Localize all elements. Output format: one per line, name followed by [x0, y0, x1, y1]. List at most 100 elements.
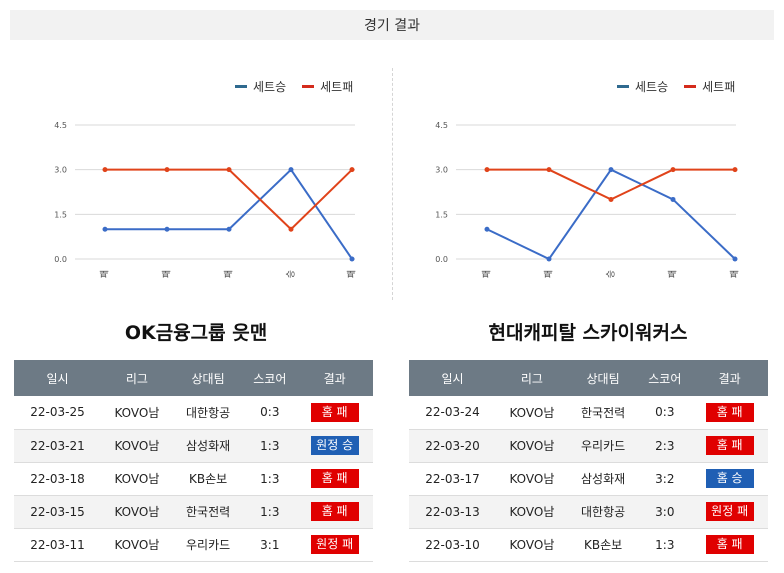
league-cell: KOVO남	[101, 429, 173, 463]
panel-divider	[392, 68, 393, 300]
score-cell: 1:3	[243, 429, 297, 463]
score-cell: 0:3	[638, 396, 692, 430]
result-cell: 홈 승	[691, 462, 768, 496]
legend-item-set-loss: 세트패	[684, 78, 735, 95]
x-tick-label: 패	[730, 270, 741, 278]
score-cell: 0:3	[243, 396, 297, 430]
date-cell: 22-03-25	[14, 396, 102, 430]
col-header-league: 리그	[496, 360, 568, 396]
point-set-win	[546, 256, 552, 262]
league-cell: KOVO남	[101, 396, 173, 430]
legend-swatch-icon	[684, 85, 697, 88]
team-name: OK금융그룹 읏맨	[124, 322, 268, 344]
x-tick-label: 패	[544, 270, 555, 278]
date-cell: 22-03-10	[409, 528, 497, 562]
table-row: 22-03-17 KOVO남 삼성화재 3:2 홈 승	[409, 462, 768, 496]
point-set-win	[484, 226, 490, 232]
legend-item-set-win: 세트승	[617, 78, 668, 95]
table-row: 22-03-13 KOVO남 대한항공 3:0 원정 패	[409, 495, 768, 529]
chart-legend: 세트승 세트패	[235, 78, 353, 95]
table-row: 22-03-21 KOVO남 삼성화재 1:3 원정 승	[14, 429, 373, 463]
result-cell: 홈 패	[691, 429, 768, 463]
date-cell: 22-03-24	[409, 396, 497, 430]
league-cell: KOVO남	[101, 495, 173, 529]
opponent-cell: KB손보	[172, 462, 244, 496]
point-set-win	[226, 226, 232, 232]
result-cell: 홈 패	[296, 462, 373, 496]
table-row: 22-03-11 KOVO남 우리카드 3:1 원정 패	[14, 528, 373, 562]
team-name: 현대캐피탈 스카이워커스	[488, 322, 688, 344]
col-header-result: 결과	[296, 360, 373, 396]
result-cell: 홈 패	[691, 396, 768, 430]
y-tick-label: 0.0	[54, 255, 67, 264]
col-header-date: 일시	[409, 360, 497, 396]
table-row: 22-03-18 KOVO남 KB손보 1:3 홈 패	[14, 462, 373, 496]
point-set-loss	[608, 196, 614, 202]
score-cell: 1:3	[243, 495, 297, 529]
date-cell: 22-03-20	[409, 429, 497, 463]
set-score-chart: 4.5 3.0 1.5 0.0 패 패 패 승 패	[54, 121, 358, 278]
x-tick-label: 패	[668, 270, 679, 278]
result-badge: 홈 패	[310, 469, 359, 488]
section-title: 경기 결과	[364, 18, 420, 34]
point-set-loss	[484, 167, 490, 173]
col-header-result: 결과	[691, 360, 768, 396]
league-cell: KOVO남	[496, 396, 568, 430]
point-set-loss	[349, 167, 355, 173]
opponent-cell: 우리카드	[567, 429, 639, 463]
table-header-row: 일시 리그 상대팀 스코어 결과	[14, 360, 373, 396]
series-line-set-loss	[105, 168, 353, 231]
y-tick-label: 0.0	[435, 255, 448, 264]
y-tick-label: 3.0	[54, 166, 67, 175]
date-cell: 22-03-18	[14, 462, 102, 496]
league-cell: KOVO남	[101, 462, 173, 496]
x-tick-label: 패	[347, 270, 358, 278]
x-tick-label: 패	[224, 270, 235, 278]
score-cell: 1:3	[638, 528, 692, 562]
legend-item-set-win: 세트승	[235, 78, 286, 95]
col-header-opponent: 상대팀	[567, 360, 639, 396]
x-tick-label: 승	[286, 270, 297, 278]
result-cell: 홈 패	[296, 396, 373, 430]
opponent-cell: 한국전력	[567, 396, 639, 430]
league-cell: KOVO남	[496, 495, 568, 529]
point-set-loss	[226, 167, 232, 173]
point-set-loss	[670, 167, 676, 173]
league-cell: KOVO남	[496, 462, 568, 496]
y-tick-label: 1.5	[54, 210, 67, 219]
date-cell: 22-03-15	[14, 495, 102, 529]
col-header-score: 스코어	[243, 360, 297, 396]
score-cell: 3:2	[638, 462, 692, 496]
point-set-loss	[288, 226, 294, 232]
results-table-right: 일시 리그 상대팀 스코어 결과 22-03-24 KOVO남 한국전력 0:3 홈 패…	[409, 360, 768, 562]
y-tick-label: 3.0	[435, 166, 448, 175]
y-tick-label: 1.5	[435, 210, 448, 219]
date-cell: 22-03-21	[14, 429, 102, 463]
team-panel-right: 세트승 세트패 4.5 3.0 1.5 0.0 패 패 승 패 패 현대캐피탈 스카이워커스	[392, 0, 784, 573]
result-cell: 홈 패	[691, 528, 768, 562]
x-tick-label: 승	[606, 270, 617, 278]
results-table-left: 일시 리그 상대팀 스코어 결과 22-03-25 KOVO남 대한항공 0:3 홈 패…	[14, 360, 373, 562]
point-set-win	[164, 226, 170, 232]
result-badge: 원정 승	[310, 436, 359, 455]
opponent-cell: KB손보	[567, 528, 639, 562]
legend-swatch-icon	[617, 85, 629, 88]
result-cell: 원정 패	[296, 528, 373, 562]
point-set-win	[670, 196, 676, 202]
point-set-win	[608, 167, 614, 173]
score-cell: 3:1	[243, 528, 297, 562]
series-line-set-loss	[487, 168, 735, 201]
result-badge: 홈 패	[310, 402, 359, 422]
table-row: 22-03-25 KOVO남 대한항공 0:3 홈 패	[14, 396, 373, 430]
chart-legend: 세트승 세트패	[617, 78, 735, 95]
result-badge: 홈 승	[705, 469, 754, 488]
date-cell: 22-03-13	[409, 495, 497, 529]
opponent-cell: 삼성화재	[172, 429, 244, 463]
x-tick-label: 패	[482, 270, 493, 278]
y-tick-label: 4.5	[435, 121, 448, 130]
table-row: 22-03-15 KOVO남 한국전력 1:3 홈 패	[14, 495, 373, 529]
col-header-league: 리그	[101, 360, 173, 396]
date-cell: 22-03-17	[409, 462, 497, 496]
opponent-cell: 대한항공	[567, 495, 639, 529]
x-tick-label: 패	[100, 270, 111, 278]
